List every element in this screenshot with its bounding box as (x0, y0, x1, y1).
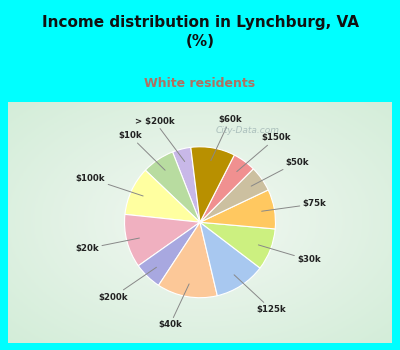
Text: White residents: White residents (144, 77, 256, 90)
Text: City-Data.com: City-Data.com (216, 126, 280, 135)
Text: $60k: $60k (211, 115, 242, 161)
Wedge shape (138, 222, 200, 285)
Text: $75k: $75k (262, 199, 326, 211)
Wedge shape (125, 170, 200, 222)
Text: $10k: $10k (118, 131, 165, 170)
Wedge shape (200, 155, 253, 222)
Text: $20k: $20k (76, 238, 139, 253)
Wedge shape (124, 215, 200, 266)
Wedge shape (200, 222, 260, 296)
Text: $125k: $125k (234, 275, 286, 314)
Text: Income distribution in Lynchburg, VA
(%): Income distribution in Lynchburg, VA (%) (42, 15, 358, 49)
Text: $200k: $200k (98, 267, 156, 302)
Wedge shape (158, 222, 217, 298)
Text: $40k: $40k (158, 284, 189, 329)
Text: $150k: $150k (237, 133, 291, 172)
Text: $100k: $100k (76, 174, 143, 196)
Text: $50k: $50k (251, 158, 309, 186)
Text: $30k: $30k (258, 245, 321, 265)
Wedge shape (145, 152, 200, 222)
Wedge shape (200, 169, 268, 222)
Text: > $200k: > $200k (135, 117, 185, 161)
Wedge shape (172, 147, 200, 222)
Wedge shape (191, 147, 234, 222)
Wedge shape (200, 190, 276, 229)
Wedge shape (200, 222, 275, 268)
